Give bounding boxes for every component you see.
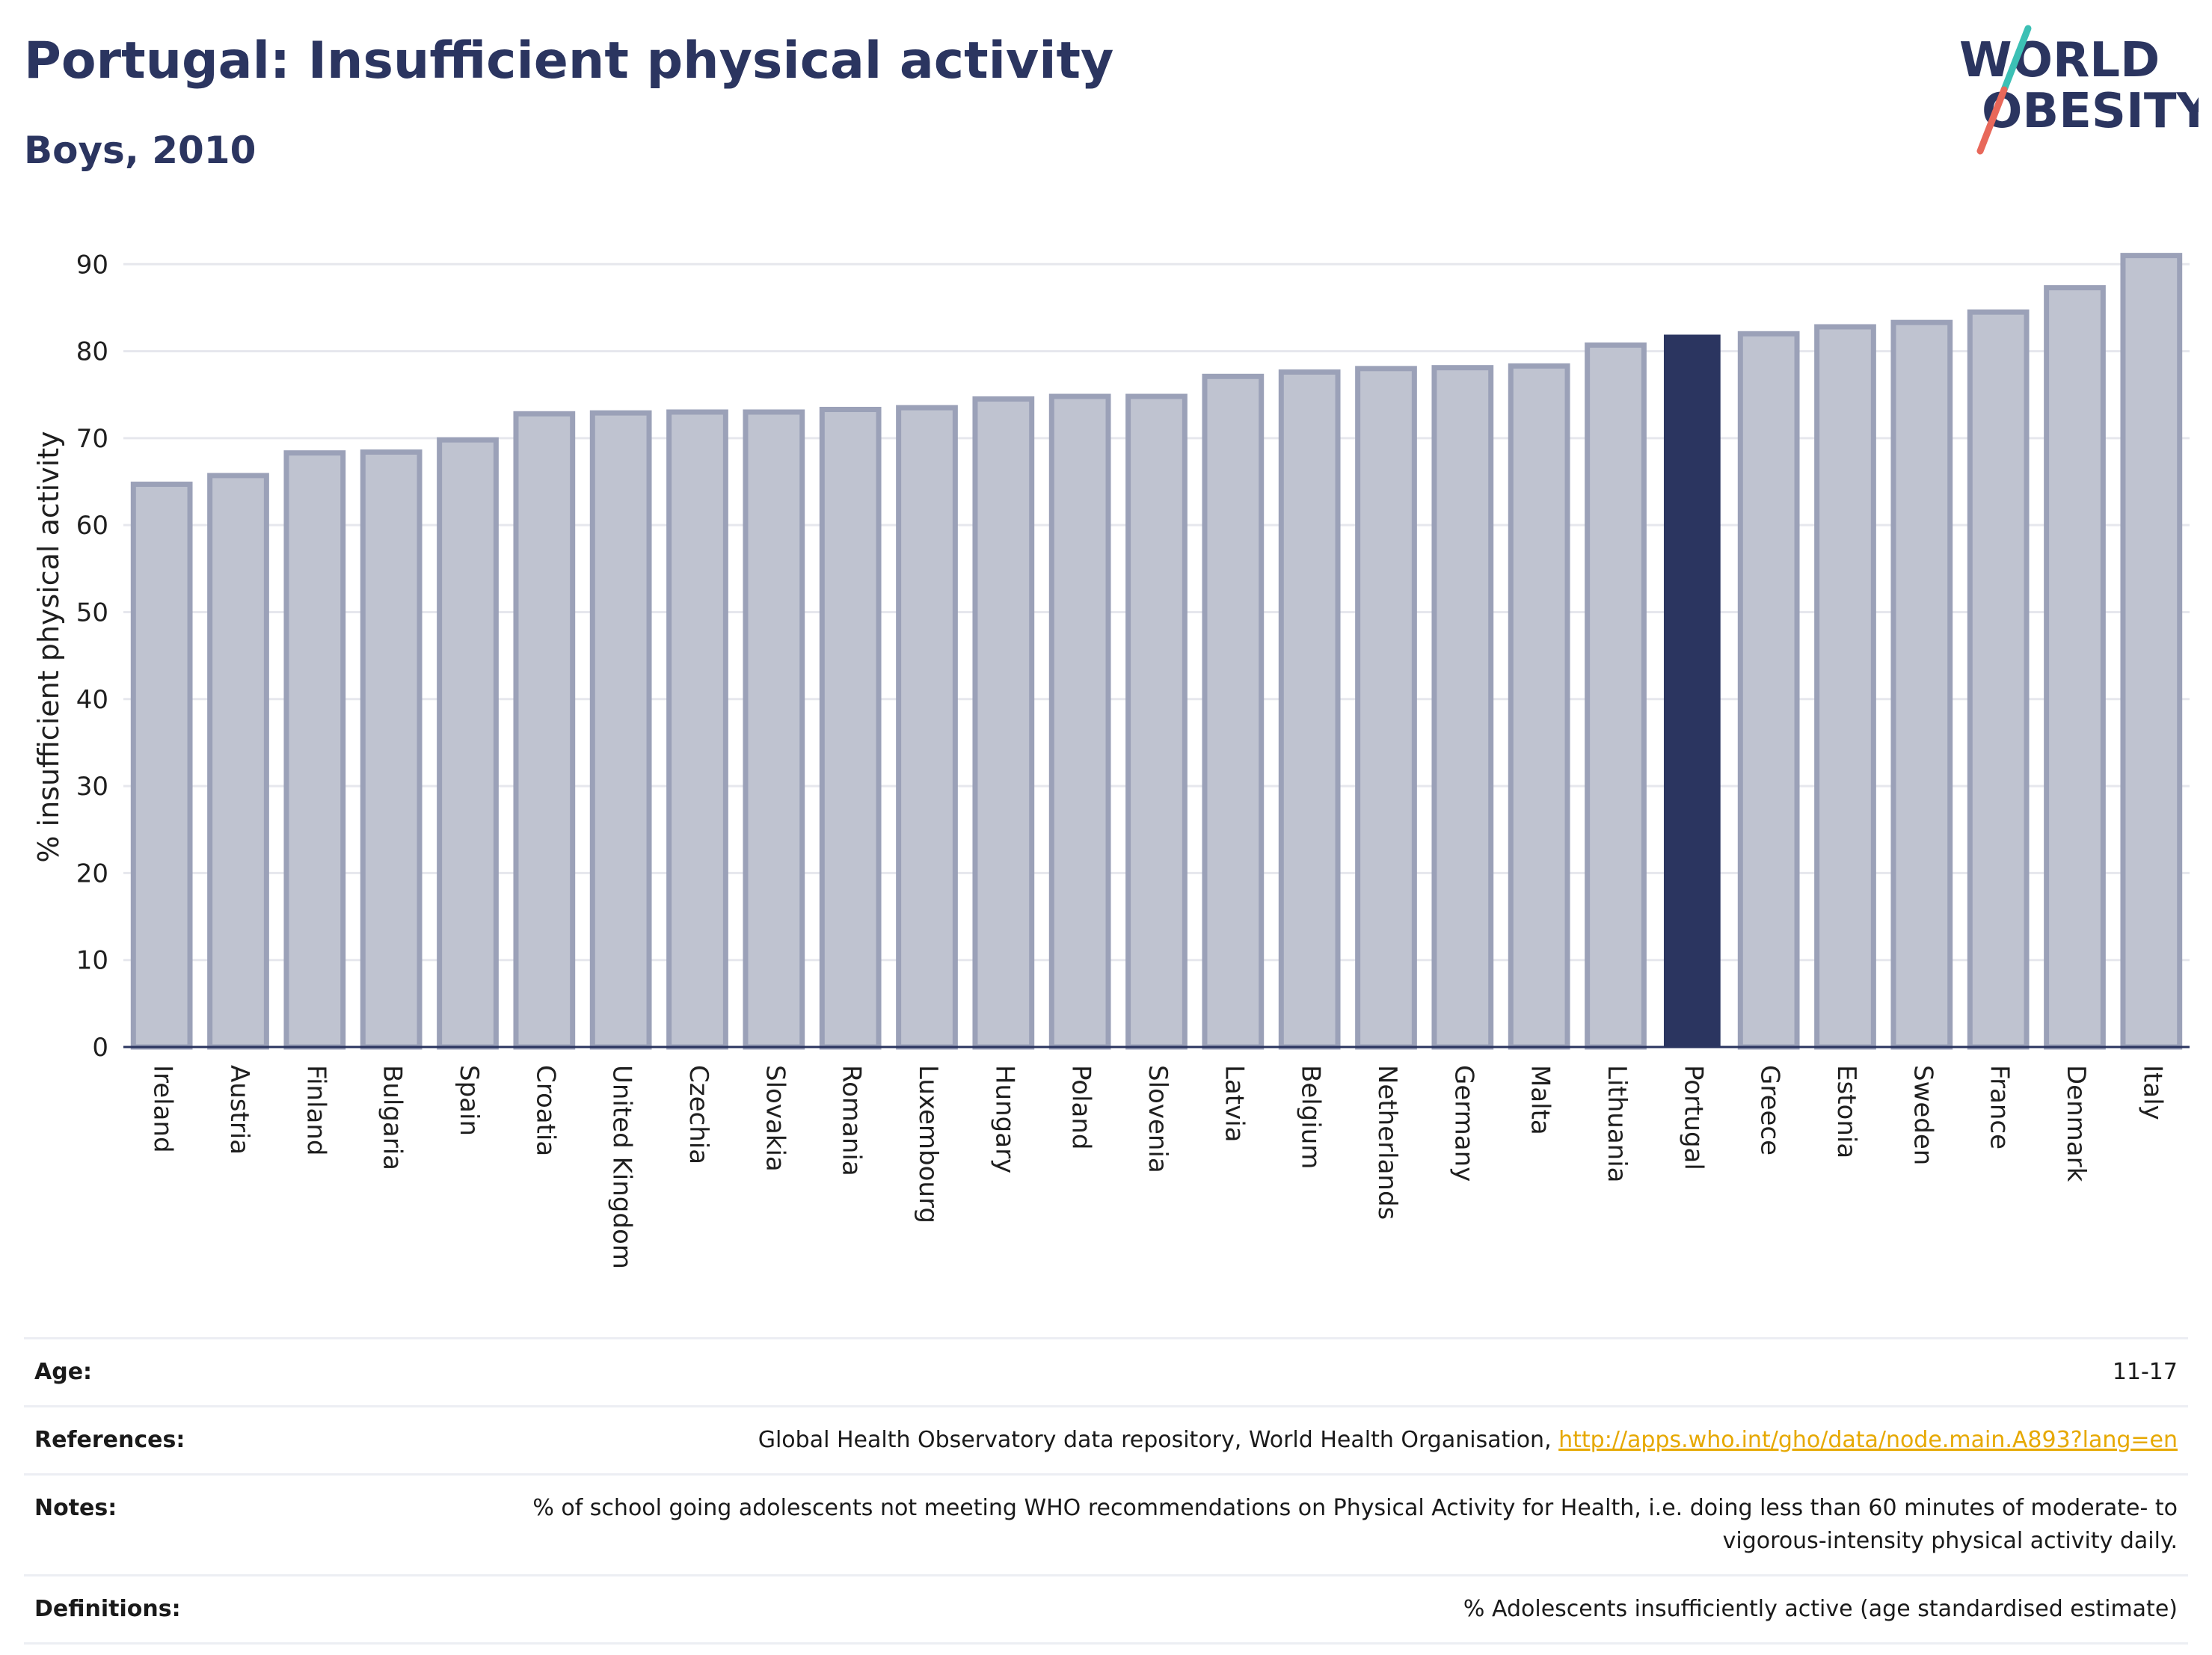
metadata-table: Age: 11-17 References: Global Health Obs… — [24, 1337, 2188, 1645]
bar[interactable] — [1967, 309, 2030, 1050]
y-tick-label: 30 — [76, 772, 108, 802]
y-tick-label: 60 — [76, 511, 108, 541]
chart-subtitle: Boys, 2010 — [24, 129, 256, 172]
x-tick-label: Italy — [2137, 1065, 2167, 1120]
bar[interactable] — [360, 449, 423, 1050]
bar[interactable] — [207, 473, 269, 1050]
world-obesity-logo: WORLD OBESITY — [1959, 25, 2199, 155]
bar-layer — [130, 253, 2183, 1050]
x-tick-label: Malta — [1526, 1065, 1555, 1135]
x-tick-label: Greece — [1755, 1065, 1785, 1155]
logo-slash-teal — [2000, 25, 2032, 93]
bar[interactable] — [896, 405, 958, 1050]
meta-value-definitions: % Adolescents insufficiently active (age… — [1463, 1596, 2178, 1622]
y-tick-label: 10 — [76, 946, 108, 976]
x-tick-label: Ireland — [148, 1065, 178, 1153]
meta-key-references: References: — [34, 1427, 185, 1453]
bar[interactable] — [1431, 365, 1494, 1050]
meta-value-notes: % of school going adolescents not meetin… — [532, 1495, 2178, 1554]
bar[interactable] — [1278, 369, 1341, 1050]
bar[interactable] — [1890, 319, 1953, 1050]
bar[interactable] — [1202, 373, 1265, 1050]
bar-highlight[interactable] — [1663, 334, 1721, 1047]
x-tick-label: Bulgaria — [378, 1065, 408, 1170]
x-tick-label: Lithuania — [1602, 1065, 1632, 1182]
bar[interactable] — [283, 450, 346, 1050]
x-tick-label: Belgium — [1296, 1065, 1326, 1169]
y-tick-label: 70 — [76, 424, 108, 454]
bar-chart: 0 10 20 30 40 50 60 70 80 90 Ireland Austria Finlan… — [32, 250, 2190, 1269]
y-tick-labels: 0 10 20 30 40 50 60 70 80 90 — [76, 250, 108, 1063]
x-tick-label: Slovenia — [1143, 1065, 1173, 1173]
x-tick-label: Romania — [837, 1065, 867, 1176]
x-tick-label: Austria — [224, 1065, 254, 1155]
x-tick-label: Hungary — [989, 1065, 1019, 1173]
y-tick-label: 20 — [76, 859, 108, 888]
x-tick-label: Germany — [1448, 1065, 1478, 1182]
x-tick-labels: Ireland Austria Finland Bulgaria Spain Croati… — [148, 1065, 2168, 1269]
bar[interactable] — [666, 409, 728, 1050]
x-tick-label: Croatia — [530, 1065, 560, 1156]
meta-key-age: Age: — [34, 1359, 93, 1385]
logo-slash-coral — [1976, 86, 2008, 155]
meta-key-notes: Notes: — [34, 1495, 117, 1521]
y-tick-label: 80 — [76, 337, 108, 367]
bar[interactable] — [437, 437, 499, 1050]
meta-value-references: Global Health Observatory data repositor… — [758, 1424, 2178, 1457]
x-tick-label: Portugal — [1678, 1065, 1708, 1170]
meta-row-definitions: Definitions: % Adolescents insufficientl… — [24, 1574, 2188, 1645]
x-tick-label: Slovakia — [760, 1065, 790, 1172]
x-tick-label: Spain — [454, 1065, 484, 1136]
y-tick-label: 40 — [76, 685, 108, 715]
bar[interactable] — [1737, 331, 1800, 1050]
bar[interactable] — [819, 406, 882, 1050]
y-tick-label: 90 — [76, 250, 108, 280]
logo-text-obesity: OBESITY — [1982, 84, 2199, 139]
x-tick-label: Denmark — [2061, 1065, 2091, 1182]
bar[interactable] — [130, 482, 193, 1050]
y-axis-label: % insufficient physical activity — [32, 431, 65, 862]
bar[interactable] — [1048, 393, 1111, 1050]
bar[interactable] — [589, 410, 652, 1050]
x-tick-label: Netherlands — [1372, 1065, 1402, 1220]
bar[interactable] — [1508, 363, 1570, 1050]
meta-row-references: References: Global Health Observatory da… — [24, 1405, 2188, 1473]
bar[interactable] — [1355, 366, 1417, 1050]
x-tick-label: Luxembourg — [913, 1065, 943, 1223]
meta-row-age: Age: 11-17 — [24, 1337, 2188, 1405]
meta-value-age: 11-17 — [2112, 1359, 2178, 1385]
y-tick-label: 50 — [76, 598, 108, 627]
x-tick-label: Poland — [1066, 1065, 1096, 1150]
bar[interactable] — [1814, 324, 1876, 1050]
references-link[interactable]: http://apps.who.int/gho/data/node.main.A… — [1558, 1427, 2178, 1453]
x-tick-label: Czechia — [683, 1065, 713, 1164]
bar[interactable] — [2044, 285, 2106, 1050]
x-tick-label: Finland — [301, 1065, 331, 1156]
x-tick-label: France — [1985, 1065, 2015, 1149]
x-tick-label: Sweden — [1908, 1065, 1938, 1165]
x-tick-label: United Kingdom — [607, 1065, 637, 1269]
x-tick-label: Latvia — [1219, 1065, 1249, 1143]
references-text: Global Health Observatory data repositor… — [758, 1427, 1559, 1453]
meta-row-notes: Notes: % of school going adolescents not… — [24, 1473, 2188, 1574]
logo-text-world: WORLD — [1959, 33, 2160, 88]
bar[interactable] — [1125, 393, 1188, 1050]
y-tick-label: 0 — [92, 1033, 108, 1063]
x-tick-label: Estonia — [1831, 1065, 1861, 1158]
bar[interactable] — [972, 396, 1035, 1050]
bar[interactable] — [513, 411, 576, 1050]
bar[interactable] — [1585, 342, 1647, 1050]
chart-title: Portugal: Insufficient physical activity — [24, 31, 1114, 90]
meta-key-definitions: Definitions: — [34, 1596, 181, 1622]
bar[interactable] — [743, 409, 805, 1050]
bar[interactable] — [2120, 253, 2183, 1050]
